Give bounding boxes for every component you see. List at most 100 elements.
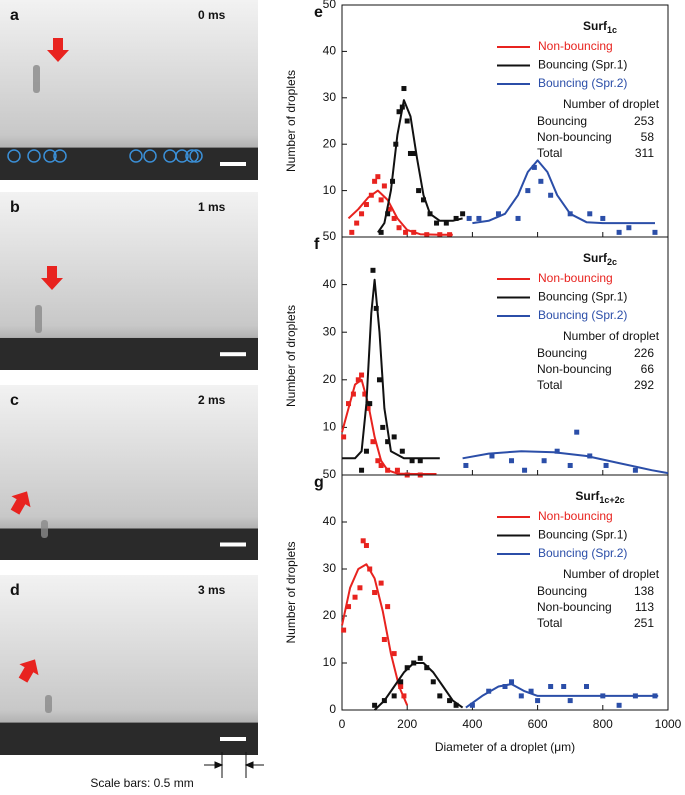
table-row-value: 138 — [634, 584, 654, 598]
table-row-value: 66 — [641, 362, 655, 376]
data-point — [363, 202, 369, 208]
y-tick-label: 40 — [323, 514, 337, 528]
table-row-value: 226 — [634, 346, 654, 360]
data-point — [535, 698, 541, 704]
data-point — [394, 467, 400, 473]
data-point — [421, 197, 426, 203]
data-point — [378, 580, 384, 586]
y-tick-label: 30 — [323, 90, 337, 104]
data-point — [587, 453, 593, 459]
data-point — [359, 467, 365, 473]
table-row-value: 253 — [634, 114, 654, 128]
data-point — [352, 594, 358, 600]
data-point — [584, 684, 589, 689]
data-point — [354, 220, 360, 226]
fit-curve — [342, 278, 440, 460]
data-point — [372, 590, 378, 595]
data-point — [652, 229, 658, 235]
data-point — [363, 543, 369, 548]
y-tick-label: 20 — [323, 372, 337, 386]
data-point — [416, 188, 422, 194]
y-tick-label: 50 — [323, 0, 337, 11]
photo-label: a — [10, 7, 19, 24]
data-point — [463, 462, 469, 468]
data-point — [632, 693, 638, 699]
data-point — [385, 467, 391, 473]
data-point — [417, 655, 423, 661]
table-row-label: Bouncing — [537, 584, 587, 598]
data-point — [404, 118, 410, 124]
scale-bar — [220, 737, 246, 741]
droplet-marker — [175, 149, 189, 163]
data-point — [391, 215, 397, 221]
data-point — [385, 439, 391, 445]
data-point — [495, 211, 501, 217]
data-point — [476, 215, 482, 221]
table-row-value: 113 — [635, 600, 654, 614]
data-point — [350, 391, 356, 397]
data-point — [652, 693, 658, 699]
table-row-value: 58 — [641, 130, 655, 144]
data-point — [367, 401, 373, 407]
data-point — [341, 627, 347, 633]
data-point — [518, 693, 524, 699]
droplet-marker — [143, 149, 157, 163]
data-point — [349, 229, 355, 235]
data-point — [567, 211, 573, 217]
data-point — [417, 458, 423, 464]
data-point — [509, 458, 515, 464]
data-point — [437, 693, 443, 699]
data-point — [393, 141, 399, 147]
x-tick-label: 200 — [397, 717, 417, 731]
data-point — [362, 391, 368, 397]
data-point — [411, 660, 417, 666]
legend-label: Bouncing (Spr.2) — [538, 76, 627, 90]
legend-label: Bouncing (Spr.1) — [538, 58, 627, 72]
data-point — [567, 698, 573, 704]
y-tick-label: 50 — [323, 229, 337, 243]
data-point — [528, 688, 534, 694]
data-point — [375, 174, 381, 180]
photo-label: d — [10, 582, 20, 599]
table-row-label: Non-bouncing — [537, 130, 612, 144]
legend-label: Non-bouncing — [538, 39, 613, 53]
data-point — [541, 458, 547, 464]
data-point — [373, 305, 379, 311]
fit-curve — [341, 563, 409, 706]
title-subscript: 1c — [607, 25, 617, 35]
x-tick-label: 600 — [528, 717, 548, 731]
title-main: Surf — [583, 19, 608, 33]
substrate — [0, 722, 258, 755]
data-point — [531, 164, 537, 170]
droplet-marker — [189, 149, 203, 163]
photo-time: 2 ms — [198, 393, 226, 407]
data-point — [626, 225, 632, 231]
data-point — [357, 585, 363, 591]
table-row-label: Total — [537, 378, 562, 392]
data-point — [399, 448, 405, 454]
data-point — [398, 679, 404, 685]
legend-label: Bouncing (Spr.2) — [538, 546, 627, 560]
data-point — [427, 211, 433, 217]
data-point — [509, 679, 515, 685]
droplet-marker — [129, 149, 143, 163]
photo-label: b — [10, 199, 20, 216]
data-point — [554, 448, 560, 454]
data-point — [370, 439, 376, 445]
data-point — [401, 86, 407, 92]
data-point — [525, 188, 531, 194]
y-tick-label: 40 — [323, 44, 337, 58]
data-point — [600, 215, 606, 221]
data-point — [466, 215, 472, 221]
data-point — [616, 702, 622, 708]
falling-droplet — [33, 65, 40, 93]
data-point — [538, 178, 544, 184]
photo-time: 1 ms — [198, 200, 226, 214]
y-tick-label: 10 — [323, 183, 337, 197]
data-point — [401, 693, 407, 699]
data-point — [378, 229, 384, 235]
data-point — [587, 211, 593, 217]
scale-bar — [220, 352, 246, 357]
fit-curve — [373, 662, 464, 711]
